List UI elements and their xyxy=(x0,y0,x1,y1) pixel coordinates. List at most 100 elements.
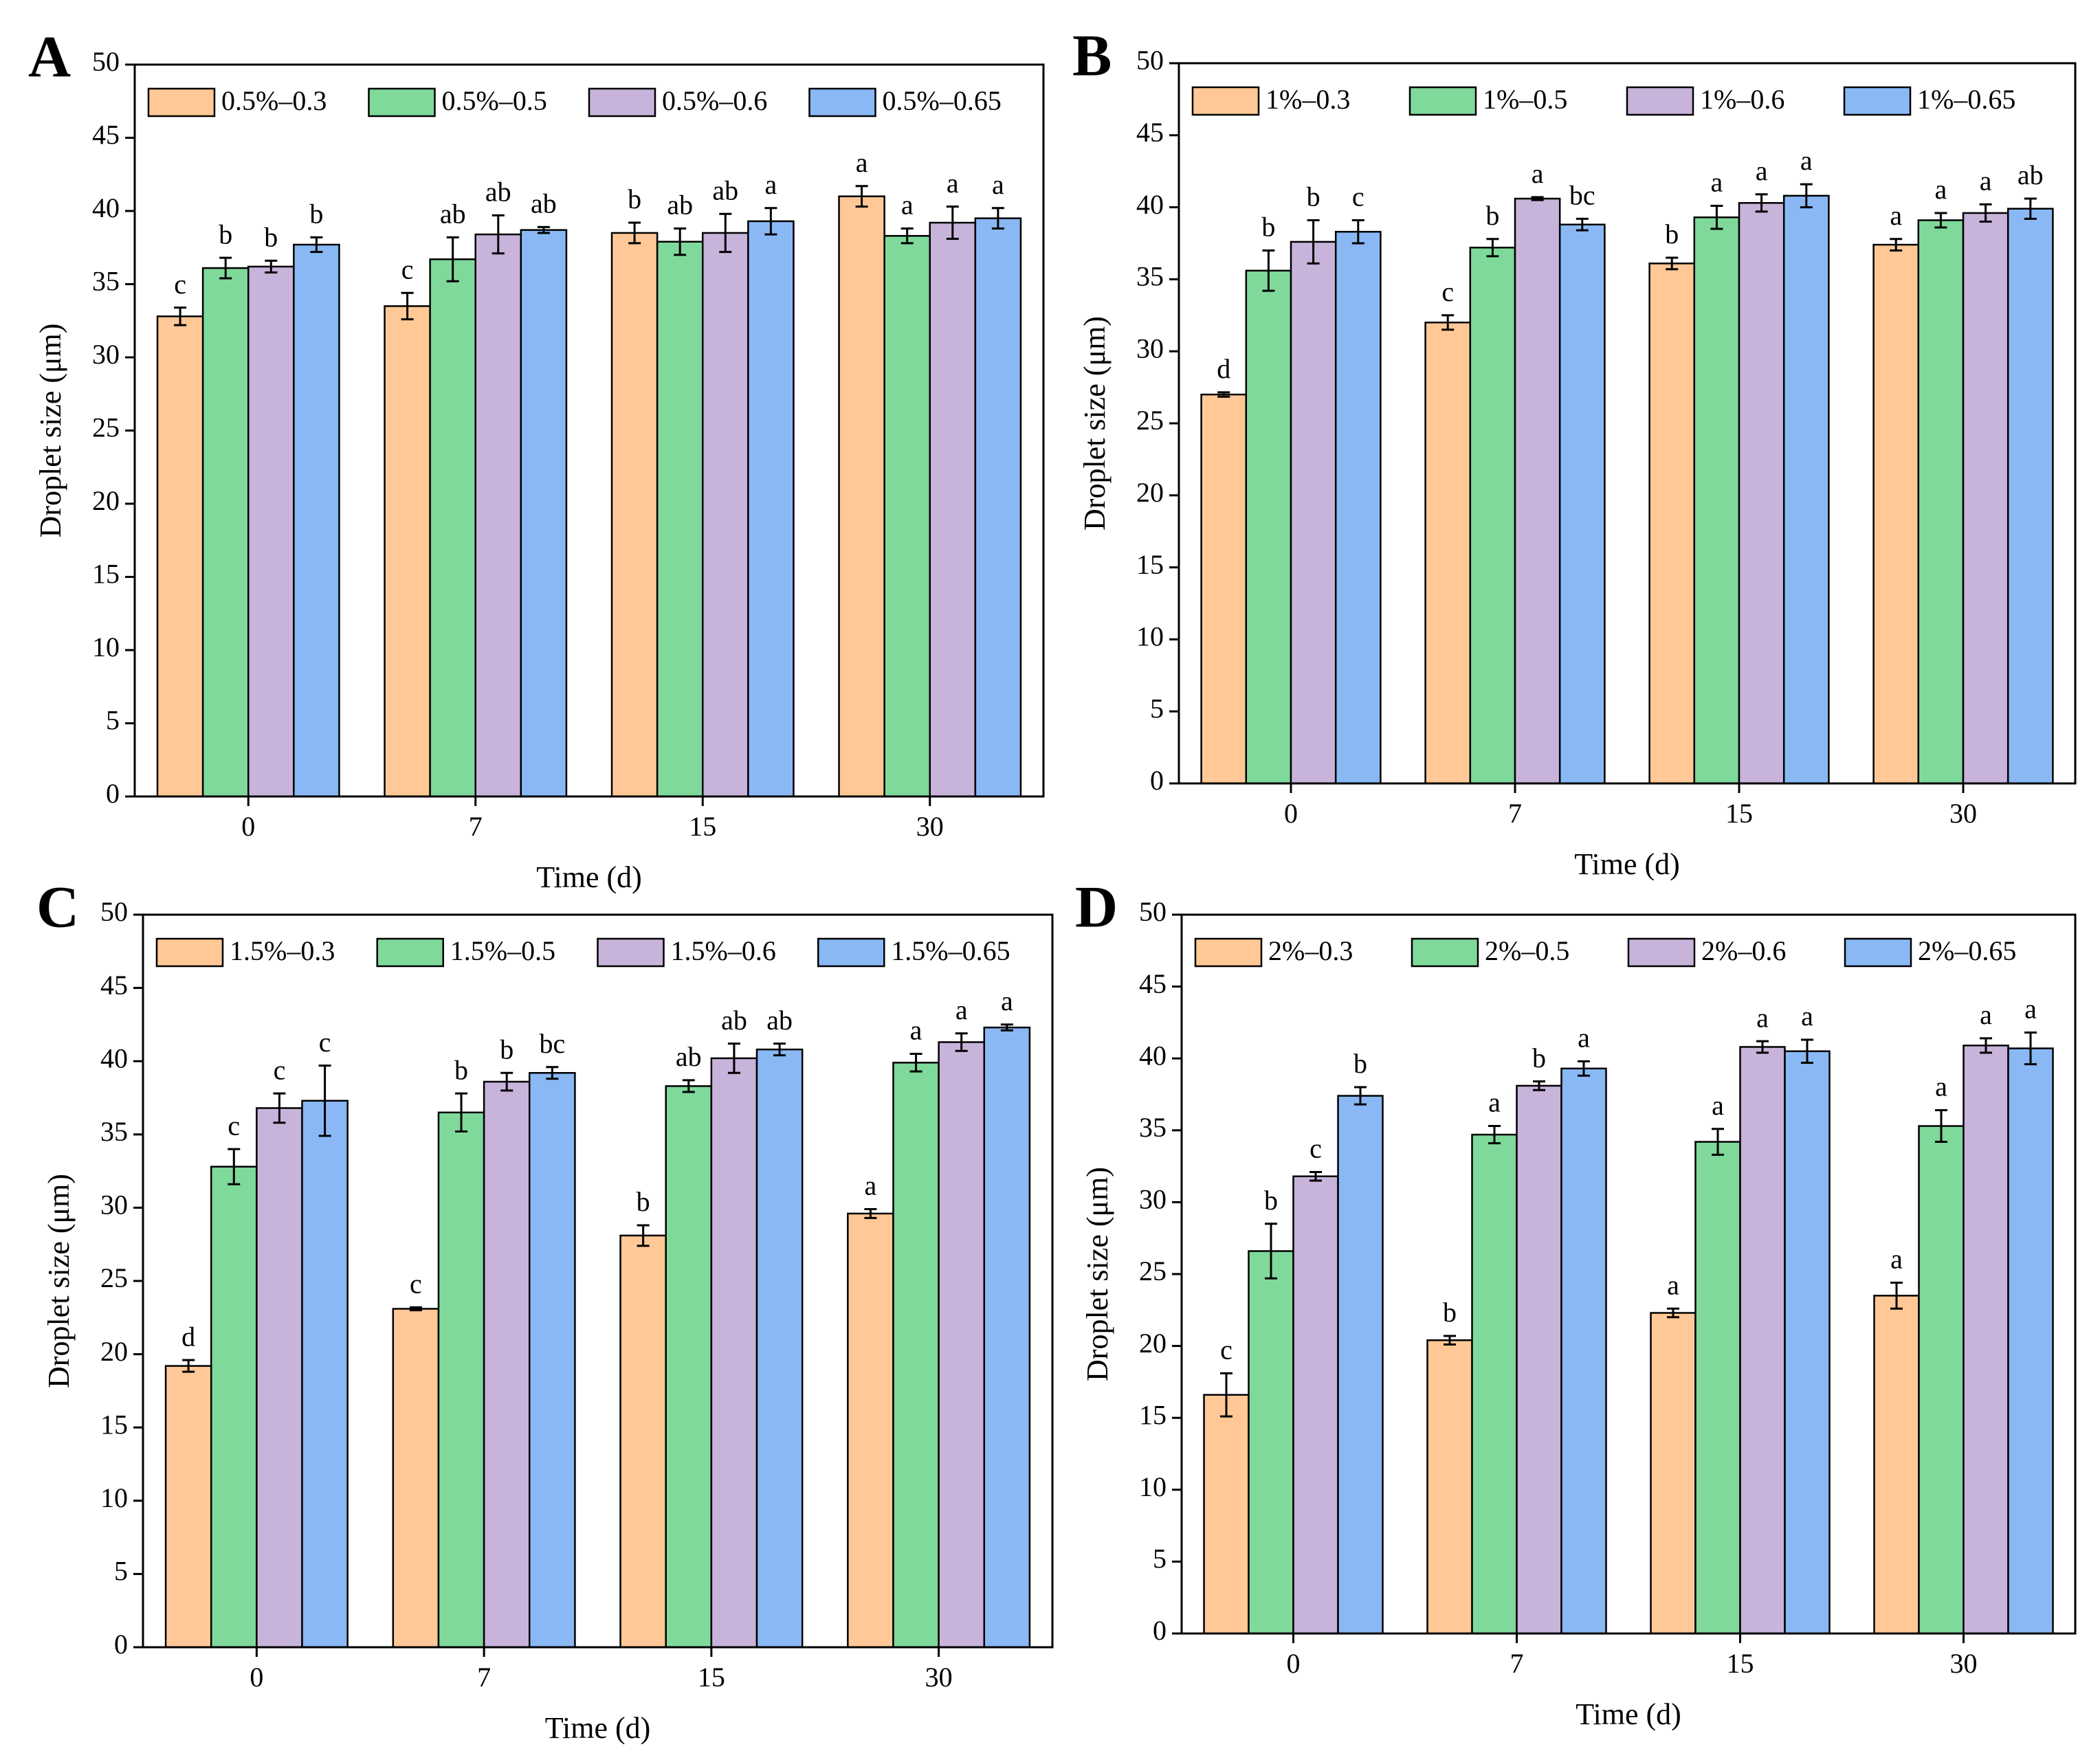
panel: B 0 5 10 15 20 25 30 35 40 45 50 0 7 15 30 d c b a 1%–0.3 b b a… xyxy=(1072,23,2077,881)
legend-label: 0.5%–0.65 xyxy=(883,85,1002,116)
error-bar xyxy=(1666,256,1679,271)
y-axis-label: Droplet size (μm) xyxy=(1078,316,1112,531)
error-bar xyxy=(219,256,232,280)
error-bar xyxy=(1262,249,1275,292)
error-bar xyxy=(446,236,459,282)
bar xyxy=(755,1048,804,1649)
error-bar xyxy=(1220,1372,1233,1418)
bar xyxy=(474,233,522,798)
significance-letter: b xyxy=(1353,1048,1367,1079)
bar xyxy=(938,1041,986,1649)
y-tick-label: 15 xyxy=(100,1409,128,1440)
bar xyxy=(2007,208,2054,785)
x-tick-label: 7 xyxy=(477,1662,491,1693)
bar xyxy=(384,305,431,798)
legend-swatch xyxy=(376,937,444,968)
x-tick-label: 30 xyxy=(925,1662,953,1693)
significance-letter: d xyxy=(1217,353,1230,384)
x-tick-label: 7 xyxy=(1508,798,1522,829)
error-bar xyxy=(1531,196,1544,201)
significance-letter: b xyxy=(637,1186,650,1217)
bar xyxy=(619,1234,667,1649)
y-tick-label: 5 xyxy=(1153,1543,1167,1574)
bar xyxy=(1203,1394,1250,1635)
error-bar xyxy=(1934,212,1947,229)
error-bar xyxy=(727,1042,740,1074)
error-bar xyxy=(174,306,187,326)
significance-letter: b xyxy=(219,219,232,249)
error-bar xyxy=(273,1092,286,1124)
error-bar xyxy=(1712,1128,1724,1156)
bar xyxy=(293,243,340,798)
error-bar xyxy=(1800,183,1813,209)
significance-letter: ab xyxy=(712,175,738,205)
error-bar xyxy=(900,227,914,245)
bar xyxy=(529,1072,576,1649)
y-tick-label: 40 xyxy=(100,1042,128,1073)
bar xyxy=(1290,241,1337,785)
y-tick-label: 10 xyxy=(1139,1471,1167,1502)
bar xyxy=(1917,219,1965,785)
bar xyxy=(201,267,250,798)
significance-letter: c xyxy=(274,1054,286,1085)
bar xyxy=(847,1212,894,1649)
significance-letter: ab xyxy=(721,1005,747,1036)
significance-letter: a xyxy=(856,147,868,178)
significance-letter: b xyxy=(500,1034,513,1064)
bar xyxy=(1694,1141,1741,1635)
y-tick-label: 5 xyxy=(114,1556,128,1587)
error-bar xyxy=(546,1066,559,1080)
y-tick-label: 25 xyxy=(1136,405,1164,436)
significance-letter: ab xyxy=(667,190,693,221)
error-bar xyxy=(1307,219,1320,265)
legend-swatch xyxy=(1626,86,1694,116)
bar xyxy=(301,1100,349,1649)
y-tick-label: 15 xyxy=(1136,549,1164,580)
bar xyxy=(1963,1045,2009,1635)
bar xyxy=(437,1111,485,1649)
y-tick-label: 0 xyxy=(1153,1615,1167,1646)
legend-label: 0.5%–0.5 xyxy=(442,85,547,116)
legend-label: 0.5%–0.3 xyxy=(221,85,327,116)
bar xyxy=(1471,1133,1518,1635)
error-bar xyxy=(1756,1040,1769,1054)
error-bar xyxy=(1755,193,1768,213)
error-bar xyxy=(1486,238,1499,258)
panel: A 0 5 10 15 20 25 30 35 40 45 50 0 7 15 30 c c b a 0.5%–0.3 b… xyxy=(28,24,1045,894)
y-tick-label: 35 xyxy=(92,266,120,297)
y-tick-label: 35 xyxy=(1139,1112,1167,1143)
x-tick-label: 30 xyxy=(1950,1648,1978,1679)
error-bar xyxy=(1000,1023,1013,1031)
bar xyxy=(520,229,568,798)
error-bar xyxy=(864,1208,877,1219)
y-axis-label: Droplet size (μm) xyxy=(42,1174,76,1388)
error-bar xyxy=(318,1064,331,1137)
significance-letter: a xyxy=(1980,999,1992,1030)
significance-letter: a xyxy=(1488,1087,1501,1118)
error-bar xyxy=(182,1359,195,1373)
x-tick-label: 0 xyxy=(1284,798,1298,829)
error-bar xyxy=(1533,1080,1545,1091)
y-tick-label: 30 xyxy=(100,1190,128,1220)
legend-label: 0.5%–0.6 xyxy=(662,85,767,116)
plot-frame xyxy=(1178,62,2077,785)
bar xyxy=(247,265,295,798)
significance-letter: a xyxy=(910,1015,922,1046)
significance-letter: a xyxy=(1890,200,1902,231)
error-bar xyxy=(1576,217,1589,232)
error-bar xyxy=(955,1032,968,1052)
y-tick-label: 45 xyxy=(1136,117,1164,148)
y-tick-label: 20 xyxy=(1136,477,1164,508)
bar xyxy=(1516,1084,1562,1635)
bar xyxy=(1248,1250,1294,1635)
bar xyxy=(892,1062,940,1649)
bar xyxy=(1469,247,1516,785)
legend-label: 1%–0.3 xyxy=(1265,84,1350,115)
error-bar xyxy=(1710,205,1723,230)
x-tick-label: 0 xyxy=(1287,1648,1301,1679)
significance-letter: c xyxy=(1220,1335,1233,1365)
panel-label: D xyxy=(1075,874,1118,940)
bar xyxy=(256,1107,303,1649)
